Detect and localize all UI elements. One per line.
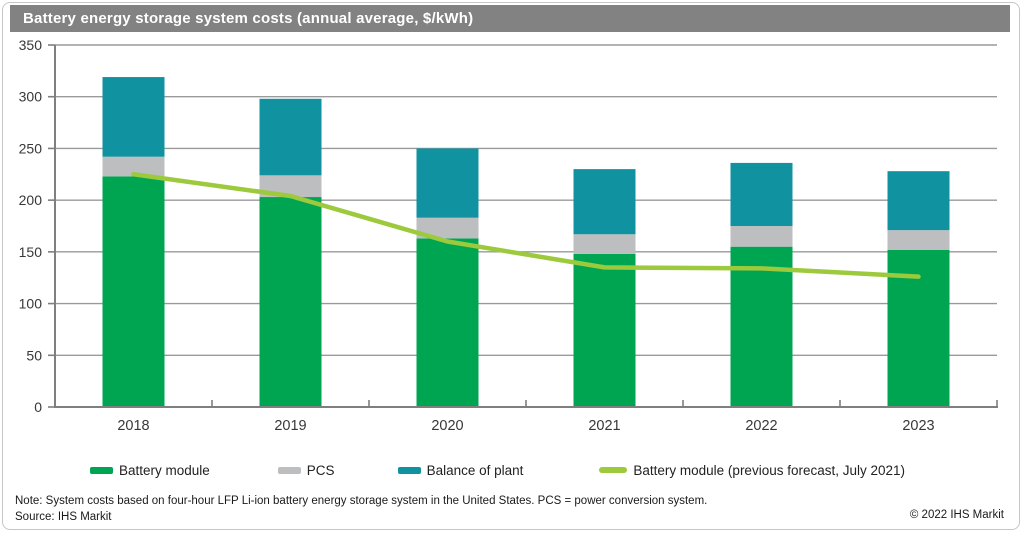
bar-segment-pcs-2022	[730, 226, 793, 247]
chart-title: Battery energy storage system costs (ann…	[23, 10, 474, 27]
bar-segment-battery-2018	[102, 176, 165, 407]
bar-segment-bop-2023	[887, 171, 950, 231]
x-tick-label: 2018	[117, 418, 149, 434]
legend-label: Battery module	[119, 462, 210, 478]
y-tick-label: 300	[19, 89, 43, 105]
bar-segment-battery-2020	[416, 238, 479, 407]
y-tick-label: 200	[19, 192, 43, 208]
legend-label: Battery module (previous forecast, July …	[633, 462, 906, 478]
bar-segment-pcs-2018	[102, 156, 165, 177]
legend-swatch-balance-of-plant	[397, 466, 421, 474]
y-tick-label: 250	[19, 140, 43, 156]
x-tick-label: 2021	[588, 418, 620, 434]
x-tick-label: 2019	[274, 418, 306, 434]
legend-item-balance-of-plant: Balance of plant	[397, 462, 524, 478]
bar-segment-battery-2021	[573, 253, 636, 407]
forecast-line	[131, 172, 921, 279]
legend-item-battery-module: Battery module	[90, 463, 210, 478]
legend-item-pcs: PCS	[277, 462, 335, 478]
y-tick-label: 350	[19, 37, 43, 53]
bar-segment-bop-2021	[573, 169, 636, 235]
x-tick-label: 2020	[431, 418, 463, 434]
bar-segment-pcs-2023	[887, 230, 950, 250]
source-text: Source: IHS Markit	[15, 511, 112, 523]
legend-swatch-forecast	[599, 467, 628, 473]
y-tick-label: 50	[26, 347, 42, 363]
bar-segment-battery-2022	[730, 246, 793, 407]
bar-segment-bop-2020	[416, 148, 479, 218]
footer-note-block: Note: System costs based on four-hour LF…	[15, 493, 875, 525]
y-tick-label: 150	[19, 244, 43, 260]
bar-segment-bop-2019	[259, 98, 322, 176]
chart-title-bar: Battery energy storage system costs (ann…	[10, 5, 1010, 32]
legend-label: Balance of plant	[426, 462, 524, 478]
chart-legend: Battery module PCS Balance of plant Batt…	[0, 456, 1024, 484]
copyright-text: © 2022 IHS Markit	[909, 509, 1004, 521]
bar-segment-bop-2022	[730, 162, 793, 226]
y-tick-label: 0	[34, 399, 42, 415]
x-tick-label: 2023	[902, 418, 934, 434]
legend-swatch-battery-module	[90, 466, 113, 474]
legend-item-forecast: Battery module (previous forecast, July …	[599, 463, 905, 478]
chart-canvas: 0 50 100 150 200 250 300 350 2018 2019 2020 2021 202…	[19, 37, 998, 434]
note-text: Note: System costs based on four-hour LF…	[15, 495, 708, 507]
legend-label: PCS	[306, 462, 335, 478]
chart-panel	[2, 2, 1020, 530]
bar-segment-bop-2018	[102, 77, 165, 157]
legend-swatch-pcs	[277, 466, 301, 474]
x-tick-label: 2022	[745, 418, 777, 434]
y-tick-label: 100	[19, 296, 43, 312]
bar-segment-pcs-2021	[573, 234, 636, 254]
bar-segment-pcs-2020	[416, 217, 479, 239]
bar-segment-battery-2019	[259, 197, 322, 407]
